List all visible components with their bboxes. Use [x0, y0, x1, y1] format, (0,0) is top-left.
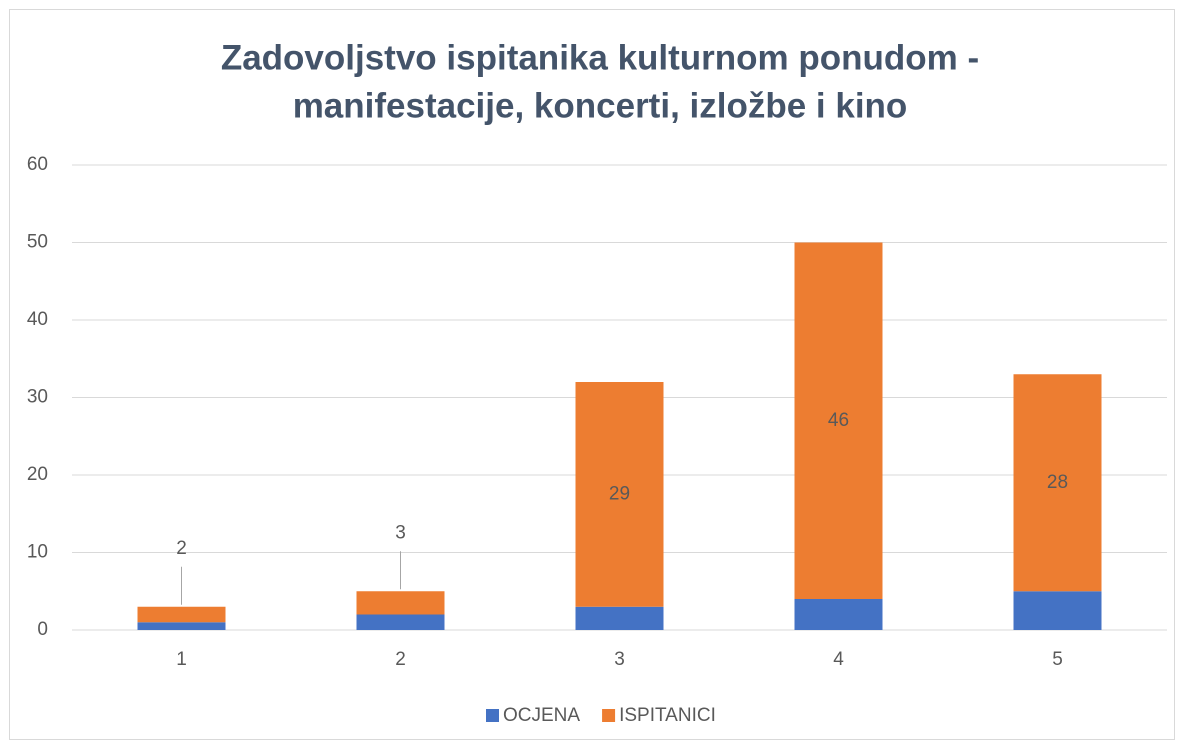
bar-segment	[137, 622, 226, 630]
bar-segment	[575, 606, 664, 630]
x-tick-label: 3	[614, 649, 625, 670]
chart-title: Zadovoljstvo ispitanika kulturnom ponudo…	[221, 38, 979, 77]
bar-segment	[794, 242, 883, 599]
bar-segment	[1013, 591, 1102, 630]
x-tick-label: 4	[833, 649, 844, 670]
data-label: 3	[395, 522, 406, 543]
bar-segment	[1013, 374, 1102, 592]
bar-segment	[356, 614, 445, 630]
legend-swatch	[486, 709, 499, 722]
chart-title: manifestacije, koncerti, izložbe i kino	[293, 86, 908, 125]
bar-segment	[137, 606, 226, 623]
x-tick-label: 2	[395, 649, 406, 670]
y-tick-label: 40	[27, 309, 48, 330]
legend-label: OCJENA	[503, 705, 580, 726]
y-tick-label: 60	[27, 154, 48, 175]
x-tick-label: 1	[176, 649, 187, 670]
legend-swatch	[602, 709, 616, 722]
y-tick-label: 50	[27, 232, 48, 253]
data-label: 2	[176, 538, 187, 559]
legend-label: ISPITANICI	[619, 705, 716, 726]
bar-segment	[356, 591, 445, 615]
y-tick-label: 0	[37, 619, 48, 640]
data-label: 46	[828, 410, 849, 431]
data-label: 29	[609, 483, 630, 504]
bar-segment	[794, 599, 883, 630]
x-tick-label: 5	[1052, 649, 1063, 670]
bar-segment	[575, 382, 664, 607]
y-tick-label: 20	[27, 464, 48, 485]
y-tick-label: 10	[27, 542, 48, 563]
data-label: 28	[1047, 472, 1068, 493]
y-tick-label: 30	[27, 387, 48, 408]
